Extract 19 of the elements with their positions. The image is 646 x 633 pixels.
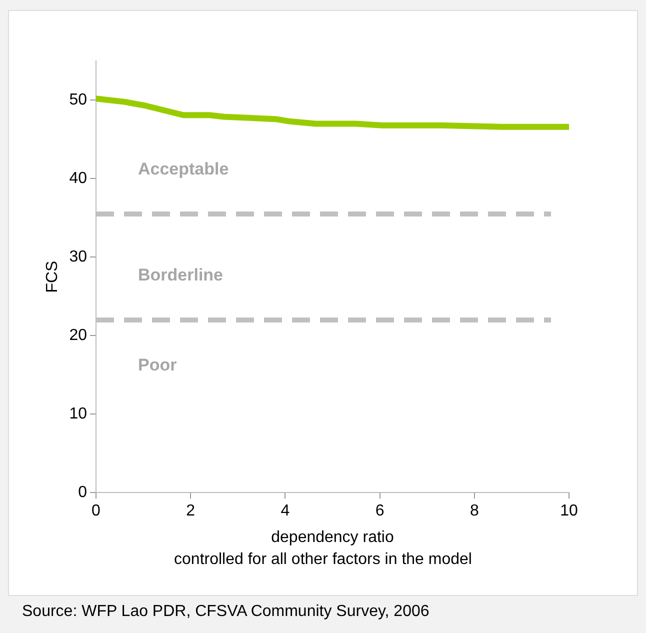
x-tick-label: 10 xyxy=(560,502,578,520)
y-tick-label: 50 xyxy=(69,92,88,109)
y-tick-label: 0 xyxy=(78,484,88,502)
x-tick-label: 6 xyxy=(375,502,384,520)
x-tick-label: 8 xyxy=(470,502,479,520)
y-tick-label: 40 xyxy=(69,170,88,188)
x-tick-label: 2 xyxy=(186,502,196,520)
x-tick-label: 4 xyxy=(280,502,290,520)
y-tick-label: 30 xyxy=(69,248,88,266)
y-tick-label: 10 xyxy=(69,406,88,423)
y-axis-title: FCS xyxy=(44,260,62,293)
text: controlled for all other factors in the model xyxy=(173,551,473,569)
source-note: Source: WFP Lao PDR, CFSVA Community Survey, 2006 xyxy=(22,603,430,621)
annotation: Borderline xyxy=(138,266,224,285)
x-tick-label: 0 xyxy=(92,502,101,520)
y-tick-label: 20 xyxy=(69,327,88,344)
annotation: Acceptable xyxy=(138,160,229,179)
annotation: Poor xyxy=(138,356,178,375)
x-axis-title: dependency ratio xyxy=(271,528,394,546)
